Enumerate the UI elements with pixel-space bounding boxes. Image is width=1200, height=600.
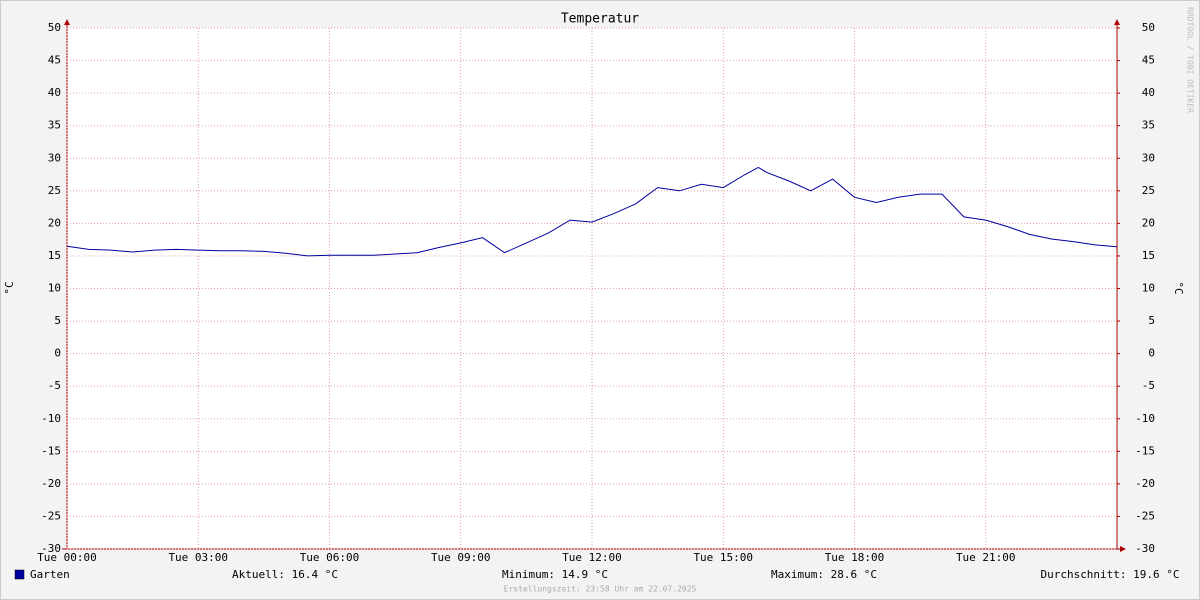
y2-tick-label: -30 — [1135, 542, 1155, 555]
y2-tick-label: 30 — [1142, 151, 1155, 164]
y2-tick-label: -10 — [1135, 412, 1155, 425]
y2-tick-label: 45 — [1142, 54, 1155, 67]
y-tick-label: 0 — [54, 347, 61, 360]
y-tick-label: 30 — [48, 151, 61, 164]
y2-tick-label: -15 — [1135, 444, 1155, 457]
y2-tick-label: 20 — [1142, 216, 1155, 229]
y-tick-label: 5 — [54, 314, 61, 327]
y-tick-label: 40 — [48, 86, 61, 99]
y-axis-label: °C — [3, 281, 16, 294]
y2-tick-label: 35 — [1142, 119, 1155, 132]
y2-tick-label: 15 — [1142, 249, 1155, 262]
watermark: RRDTOOL / TOBI OETIKER — [1186, 7, 1195, 113]
y-tick-label: -20 — [41, 477, 61, 490]
y-tick-label: -10 — [41, 412, 61, 425]
y2-axis-label: °C — [1172, 281, 1185, 294]
legend-stat: Maximum: 28.6 °C — [771, 568, 877, 581]
series-line — [66, 166, 1118, 257]
x-tick-label: Tue 00:00 — [37, 551, 97, 564]
x-tick-label: Tue 12:00 — [562, 551, 622, 564]
x-tick-label: Tue 18:00 — [825, 551, 885, 564]
legend-stat: Aktuell: 16.4 °C — [232, 568, 338, 581]
chart-title: Temperatur — [561, 12, 639, 27]
x-tick-label: Tue 06:00 — [300, 551, 360, 564]
y2-tick-label: -20 — [1135, 477, 1155, 490]
y-tick-label: 10 — [48, 282, 61, 295]
y2-tick-label: 10 — [1142, 282, 1155, 295]
y2-tick-label: -25 — [1135, 509, 1155, 522]
y-tick-label: -5 — [48, 379, 61, 392]
y-tick-label: -15 — [41, 444, 61, 457]
y2-tick-label: 40 — [1142, 86, 1155, 99]
legend-stat: Minimum: 14.9 °C — [502, 568, 608, 581]
y2-tick-label: 5 — [1148, 314, 1155, 327]
y2-tick-label: 0 — [1148, 347, 1155, 360]
legend-label: Garten — [30, 568, 70, 581]
y-tick-label: -30 — [41, 542, 61, 555]
y2-tick-label: -5 — [1142, 379, 1155, 392]
legend-swatch — [14, 569, 25, 580]
y-tick-label: 50 — [48, 21, 61, 34]
y-tick-label: 35 — [48, 119, 61, 132]
y2-tick-label: 25 — [1142, 184, 1155, 197]
y-tick-label: 15 — [48, 249, 61, 262]
y-tick-label: 45 — [48, 54, 61, 67]
y-tick-label: 20 — [48, 216, 61, 229]
x-tick-label: Tue 09:00 — [431, 551, 491, 564]
y-tick-label: 25 — [48, 184, 61, 197]
y-tick-label: -25 — [41, 509, 61, 522]
legend-stat: Durchschnitt: 19.6 °C — [1040, 568, 1179, 581]
x-tick-label: Tue 15:00 — [693, 551, 753, 564]
x-tick-label: Tue 03:00 — [168, 551, 228, 564]
footer: Erstellungszeit: 23:58 Uhr am 22.07.2025 — [504, 585, 697, 594]
x-tick-label: Tue 21:00 — [956, 551, 1016, 564]
y2-tick-label: 50 — [1142, 21, 1155, 34]
